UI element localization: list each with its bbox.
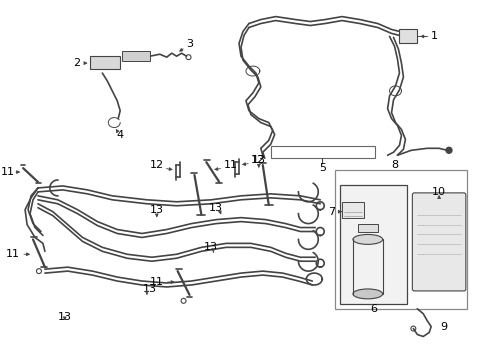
Bar: [122, 51, 150, 61]
Text: 13: 13: [252, 155, 266, 165]
Text: 2: 2: [73, 58, 80, 68]
Text: 10: 10: [432, 187, 446, 197]
Text: 9: 9: [441, 321, 447, 332]
Text: 13: 13: [58, 312, 72, 322]
Bar: [358, 224, 378, 231]
Text: 13: 13: [209, 203, 223, 213]
Text: 13: 13: [143, 284, 157, 294]
Text: 3: 3: [186, 39, 193, 49]
Text: 11: 11: [6, 249, 20, 259]
Text: 5: 5: [318, 163, 326, 173]
Ellipse shape: [353, 234, 383, 244]
Bar: [91, 56, 120, 69]
Bar: [270, 146, 375, 158]
Text: 11: 11: [150, 277, 164, 287]
Bar: [340, 185, 407, 304]
Ellipse shape: [353, 289, 383, 299]
Bar: [399, 30, 417, 43]
Text: 7: 7: [329, 207, 336, 217]
Text: 12: 12: [150, 160, 164, 170]
Text: 11: 11: [224, 160, 238, 170]
Circle shape: [446, 147, 452, 153]
Text: 8: 8: [391, 160, 398, 170]
Text: 6: 6: [370, 304, 377, 314]
Text: 4: 4: [117, 130, 124, 140]
Bar: [335, 170, 467, 309]
Bar: [342, 202, 364, 218]
Text: 11: 11: [1, 167, 15, 177]
Text: 13: 13: [204, 242, 219, 252]
FancyBboxPatch shape: [413, 193, 466, 291]
Text: 1: 1: [431, 31, 438, 41]
Text: 12: 12: [251, 155, 265, 165]
Text: 13: 13: [150, 205, 164, 215]
